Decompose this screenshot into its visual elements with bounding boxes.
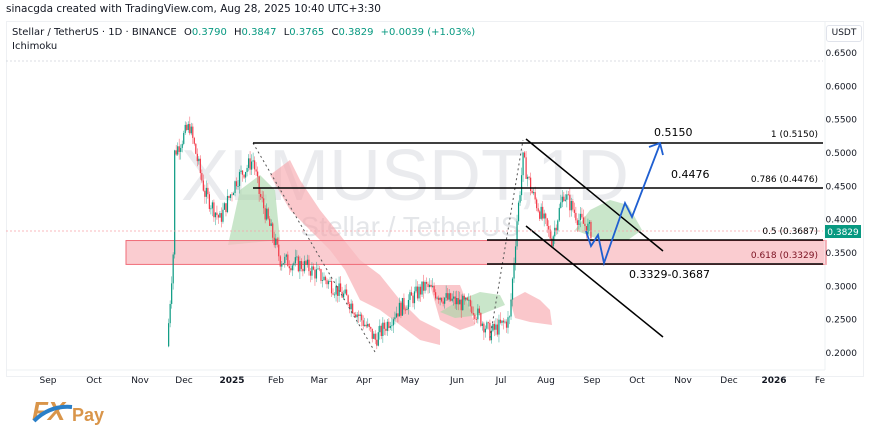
price-tick: 0.5000: [826, 149, 858, 159]
high-label: H: [234, 27, 242, 38]
currency-unit-button[interactable]: USDT: [826, 25, 862, 42]
symbol-row: Stellar / TetherUS · 1D · BINANCE O0.379…: [12, 26, 475, 40]
fib-label-0786: 0.786 (0.4476): [751, 175, 818, 185]
time-tick: 2026: [761, 376, 786, 386]
time-tick: Feb: [268, 376, 284, 386]
low-label: L: [283, 27, 290, 38]
projection-path[interactable]: [585, 143, 661, 267]
price-tick: 0.3000: [826, 282, 858, 292]
current-price-value: 0.3829: [827, 228, 859, 238]
time-tick: Fe: [815, 376, 826, 386]
channel-upper-line[interactable]: [525, 138, 664, 252]
fib-label-1: 1 (0.5150): [771, 130, 818, 140]
price-tick: 0.6500: [826, 49, 858, 59]
open-value: 0.3790: [191, 27, 227, 38]
support-zone-box[interactable]: [125, 240, 827, 265]
chart-panel[interactable]: [6, 21, 864, 377]
fib-label-0618: 0.618 (0.3329): [751, 251, 818, 261]
price-tick: 0.2500: [826, 316, 858, 326]
open-label: O: [183, 27, 192, 38]
logo-swoosh-icon: [32, 404, 73, 423]
indicator-label[interactable]: Ichimoku: [12, 41, 58, 52]
price-tick: 0.2000: [826, 349, 858, 359]
chart-legend: Stellar / TetherUS · 1D · BINANCE O0.379…: [12, 26, 475, 54]
target-label-2: 0.4476: [671, 168, 710, 181]
credit-line: sinacgda created with TradingView.com, A…: [6, 3, 381, 15]
projection-arrowhead-icon: [648, 141, 664, 156]
candlesticks: [168, 116, 592, 350]
time-tick: May: [401, 376, 420, 386]
price-tick: 0.6000: [826, 82, 858, 92]
current-price-badge: [825, 225, 861, 238]
price-tick: 0.4500: [826, 182, 858, 192]
time-tick: Sep: [40, 376, 57, 386]
time-tick: Jun: [449, 376, 464, 386]
time-tick: Sep: [584, 376, 601, 386]
time-tick: Oct: [629, 376, 645, 386]
swing-line-up[interactable]: [489, 139, 524, 339]
time-tick: Oct: [86, 376, 102, 386]
fxpay-logo: FX Pay: [32, 396, 104, 426]
change-value: +0.0039 (+1.03%): [380, 27, 476, 38]
channel-lower-line[interactable]: [525, 225, 664, 338]
time-tick: 2025: [219, 376, 244, 386]
time-tick: Dec: [175, 376, 192, 386]
price-axis[interactable]: 0.6500 0.6000 0.5500 0.5000 0.4500 0.4000 0.35…: [826, 49, 858, 359]
price-tick: 0.3500: [826, 249, 858, 259]
close-value: 0.3829: [338, 27, 374, 38]
low-value: 0.3765: [289, 27, 325, 38]
fib-label-05: 0.5 (0.3687): [762, 227, 818, 237]
time-tick: Nov: [131, 376, 149, 386]
swing-line-down[interactable]: [252, 142, 376, 353]
time-tick: Aug: [537, 376, 555, 386]
close-label: C: [331, 27, 339, 38]
logo-pay: Pay: [72, 405, 104, 425]
price-tick: 0.4000: [826, 216, 858, 226]
ichimoku-cloud: [228, 160, 642, 345]
time-axis[interactable]: Sep Oct Nov Dec 2025 Feb Mar Apr May Jun Jul Aug Sep…: [40, 376, 826, 386]
time-tick: Mar: [311, 376, 328, 386]
target-label-1: 0.5150: [654, 126, 693, 139]
time-tick: Jul: [495, 376, 507, 386]
zone-label: 0.3329-0.3687: [629, 268, 710, 281]
time-tick: Nov: [674, 376, 692, 386]
price-tick: 0.5500: [826, 116, 858, 126]
symbol-description[interactable]: Stellar / TetherUS · 1D · BINANCE: [12, 27, 177, 38]
time-tick: Apr: [356, 376, 372, 386]
time-tick: Dec: [720, 376, 737, 386]
high-value: 0.3847: [241, 27, 277, 38]
